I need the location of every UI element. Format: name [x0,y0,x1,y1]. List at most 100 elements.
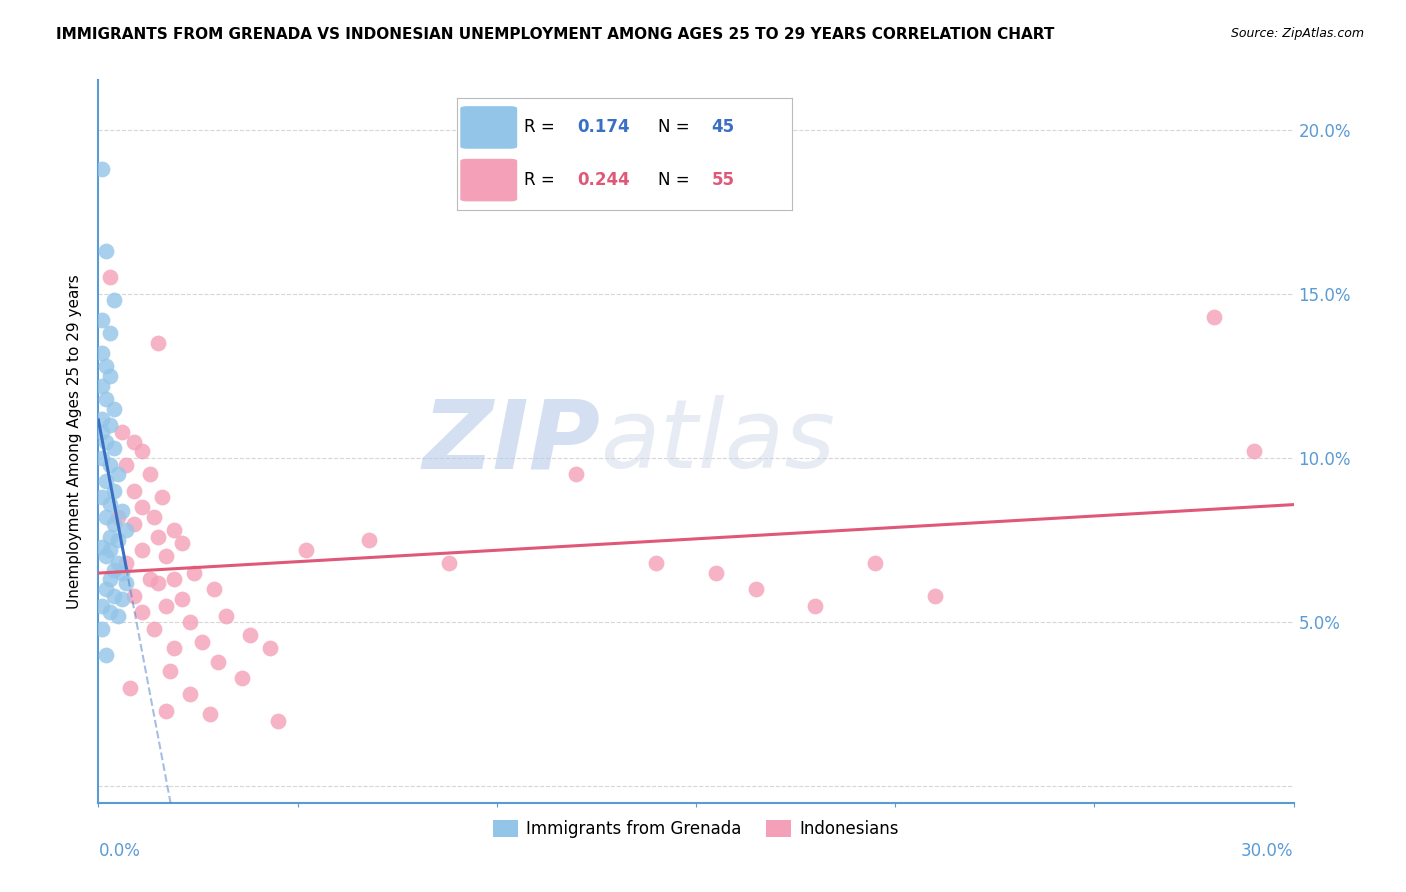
Point [294,542,316,557]
Point [215,608,238,623]
Point [115,458,138,472]
Point [565,467,588,482]
Point [704,566,727,580]
Point [103,589,125,603]
Point [91,540,114,554]
Point [98,368,122,383]
Point [98,542,122,557]
Point [91,450,114,465]
Point [359,533,381,547]
Point [96,648,118,662]
Point [155,549,177,564]
Point [143,510,166,524]
Point [1202,310,1225,324]
Text: IMMIGRANTS FROM GRENADA VS INDONESIAN UNEMPLOYMENT AMONG AGES 25 TO 29 YEARS COR: IMMIGRANTS FROM GRENADA VS INDONESIAN UN… [56,27,1054,42]
Point [865,556,887,570]
Point [103,401,125,416]
Point [163,641,186,656]
Point [124,483,146,498]
Text: 0.0%: 0.0% [98,842,141,860]
Point [96,474,118,488]
Point [179,687,201,701]
Point [111,566,134,580]
Point [91,161,114,176]
Text: ZIP: ZIP [422,395,600,488]
Point [148,575,170,590]
Point [107,510,129,524]
Point [155,704,177,718]
Point [98,270,122,285]
Point [155,599,177,613]
Point [103,441,125,455]
Point [115,556,138,570]
Point [191,635,214,649]
Y-axis label: Unemployment Among Ages 25 to 29 years: Unemployment Among Ages 25 to 29 years [67,274,83,609]
Point [91,599,114,613]
Point [98,605,122,619]
Point [239,628,262,642]
Point [198,707,221,722]
Point [103,516,125,531]
Point [98,458,122,472]
Point [163,573,186,587]
Point [103,483,125,498]
Point [202,582,225,597]
Point [148,530,170,544]
Point [172,536,194,550]
Point [143,622,166,636]
Text: 30.0%: 30.0% [1241,842,1294,860]
Point [207,655,229,669]
Point [745,582,768,597]
Point [124,434,146,449]
Point [124,589,146,603]
Point [437,556,460,570]
Point [645,556,668,570]
Point [107,556,129,570]
Point [159,665,181,679]
Point [172,592,194,607]
Point [139,467,162,482]
Point [98,573,122,587]
Point [179,615,201,630]
Point [163,523,186,537]
Point [120,681,142,695]
Point [804,599,827,613]
Point [259,641,281,656]
Point [124,516,146,531]
Point [111,592,134,607]
Point [91,411,114,425]
Point [148,336,170,351]
Point [98,418,122,433]
Point [183,566,205,580]
Point [103,293,125,308]
Point [91,346,114,360]
Point [924,589,946,603]
Point [115,523,138,537]
Point [91,622,114,636]
Text: atlas: atlas [600,395,835,488]
Point [98,530,122,544]
Point [96,244,118,258]
Point [103,563,125,577]
Point [115,575,138,590]
Point [96,582,118,597]
Legend: Immigrants from Grenada, Indonesians: Immigrants from Grenada, Indonesians [486,814,905,845]
Point [111,425,134,439]
Point [1243,444,1265,458]
Point [231,671,253,685]
Point [98,326,122,340]
Point [107,533,129,547]
Point [98,497,122,511]
Point [91,313,114,327]
Point [91,425,114,439]
Point [96,359,118,373]
Point [107,608,129,623]
Point [131,542,153,557]
Point [111,503,134,517]
Point [267,714,290,728]
Point [150,491,173,505]
Point [96,434,118,449]
Point [91,378,114,392]
Point [96,510,118,524]
Point [91,491,114,505]
